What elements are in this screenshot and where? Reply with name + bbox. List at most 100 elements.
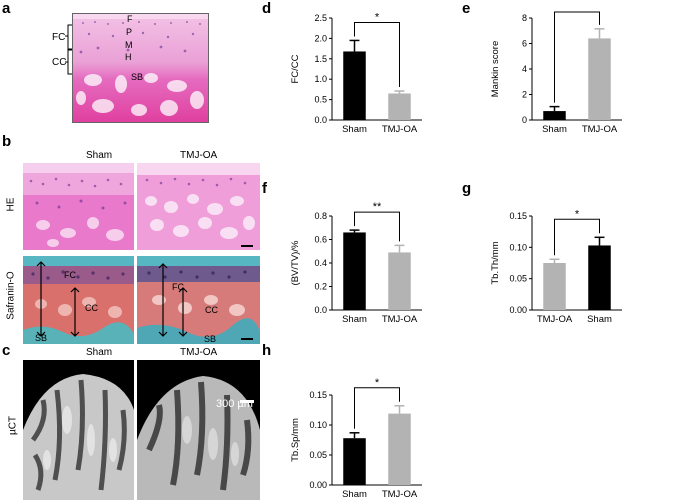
panel-letter-b: b [2,133,12,150]
fc-label: FC [52,32,66,43]
bar-tmj-oa [588,38,611,120]
zone-label-p: P [126,27,133,37]
y-tick-label: 0.10 [509,242,527,252]
safranin-tmj-sb-label: SB [204,334,217,344]
significance-bracket [354,21,400,88]
y-tick-label: 0 [522,115,527,125]
significance-marker: ** [373,201,382,213]
x-tick-label: TMJ-OA [382,314,418,325]
significance-bracket [354,211,400,242]
chart-g: 0.00 0.05 0.10 0.15 Tb.Th/mm TMJ-OA Sham * [490,208,622,325]
col-label-sham: Sham [86,150,113,161]
chart-d: 0.0 0.5 1.0 1.5 2.0 2.5 FC/CC Sham TMJ-OA * [290,11,422,135]
significance-bracket [354,387,400,429]
he-tmj-oa-image [137,163,260,250]
x-tick-label: Sham [542,124,567,135]
panel-letter-f: f [262,180,267,197]
uct-scale-bar-label: 300 µm [216,398,253,410]
y-tick-label: 2.5 [314,13,327,23]
x-tick-label: TMJ-OA [537,314,573,325]
x-tick-label: TMJ-OA [582,124,618,135]
chart-e: 0 2 4 6 8 Mankin score Sham TMJ-OA ** [490,10,622,135]
x-tick-label: TMJ-OA [382,489,418,500]
y-tick-label: 0.05 [509,274,527,284]
panel-letter-d: d [262,0,272,17]
y-tick-label: 1.0 [314,74,327,84]
y-tick-label: 0.0 [314,115,327,125]
x-tick-label: Sham [342,124,367,135]
y-tick-label: 0.15 [309,390,327,400]
cc-label: CC [52,57,67,68]
y-tick-label: 0.0 [314,305,327,315]
zone-label-sb: SB [131,72,144,82]
y-tick-label: 2.0 [314,33,327,43]
safranin-tmj-cc-label: CC [205,305,218,315]
he-sham-image [23,163,134,250]
safranin-sham-sb-label: SB [35,333,48,343]
bar-tmj-oa [388,93,411,120]
zone-label-f: F [127,14,133,24]
y-tick-label: 0.00 [309,480,327,490]
bar-tmj-oa [543,263,566,310]
y-tick-label: 0.2 [314,282,327,292]
zone-label-m: M [125,40,133,50]
y-tick-label: 2 [522,90,527,100]
significance-marker: * [375,11,380,23]
y-tick-label: 6 [522,39,527,49]
uct-col-label-sham: Sham [86,347,113,358]
y-axis-label: Mankin score [490,41,501,98]
panel-letter-e: e [462,0,471,17]
safranin-sham-fc-label: FC [64,270,76,280]
safranin-tmj-fc-label: FC [172,282,184,292]
safranin-sham-image [23,256,134,344]
uct-tmj-oa-image [137,360,260,500]
y-tick-label: 0.15 [509,211,527,221]
row-label-he: HE [5,197,17,212]
panel-letter-g: g [462,180,472,197]
safranin-tmj-oa-image [137,256,260,344]
significance-bracket [554,218,600,256]
significance-marker: ** [573,10,582,13]
chart-f: 0.0 0.2 0.4 0.6 0.8 (BV/TV)/% Sham TMJ-OA ** [290,201,422,325]
y-tick-label: 0.10 [309,420,327,430]
x-tick-label: TMJ-OA [382,124,418,135]
y-tick-label: 8 [522,13,527,23]
histology-overview-image [72,13,209,123]
col-label-tmj-oa: TMJ-OA [180,150,218,161]
bar-sham [543,111,566,120]
y-axis-label: Tb.Sp/mm [290,418,301,462]
bar-tmj-oa [388,413,411,485]
y-tick-label: 0.00 [509,305,527,315]
x-tick-label: Sham [587,314,612,325]
chart-h: 0.00 0.05 0.10 0.15 Tb.Sp/mm Sham TMJ-OA * [290,377,422,500]
uct-sham-image [23,360,134,500]
row-label-safranin-o: Safranin-O [5,271,17,320]
y-tick-label: 0.6 [314,235,327,245]
safranin-sham-cc-label: CC [85,303,98,313]
bar-tmj-oa [388,252,411,310]
y-axis-label: (BV/TV)/% [290,240,301,285]
significance-marker: * [575,208,580,220]
panel-letter-a: a [2,0,11,17]
y-tick-label: 0.8 [314,211,327,221]
bar-sham [343,438,366,485]
panel-letter-c: c [2,342,11,359]
bar-sham [588,245,611,310]
y-axis-label: Tb.Th/mm [490,241,501,284]
y-tick-label: 0.4 [314,258,327,268]
panel-letter-h: h [262,342,272,359]
y-tick-label: 0.05 [309,450,327,460]
significance-marker: * [375,377,380,389]
uct-col-label-tmj-oa: TMJ-OA [180,347,218,358]
y-tick-label: 1.5 [314,54,327,64]
significance-bracket [554,11,600,103]
y-tick-label: 0.5 [314,95,327,105]
zone-brackets [65,24,72,75]
bar-sham [343,232,366,310]
x-tick-label: Sham [342,314,367,325]
x-tick-label: Sham [342,489,367,500]
y-tick-label: 4 [522,64,527,74]
y-axis-label: FC/CC [290,54,301,83]
uct-row-label: µCT [7,415,19,436]
zone-label-h: H [125,52,132,62]
